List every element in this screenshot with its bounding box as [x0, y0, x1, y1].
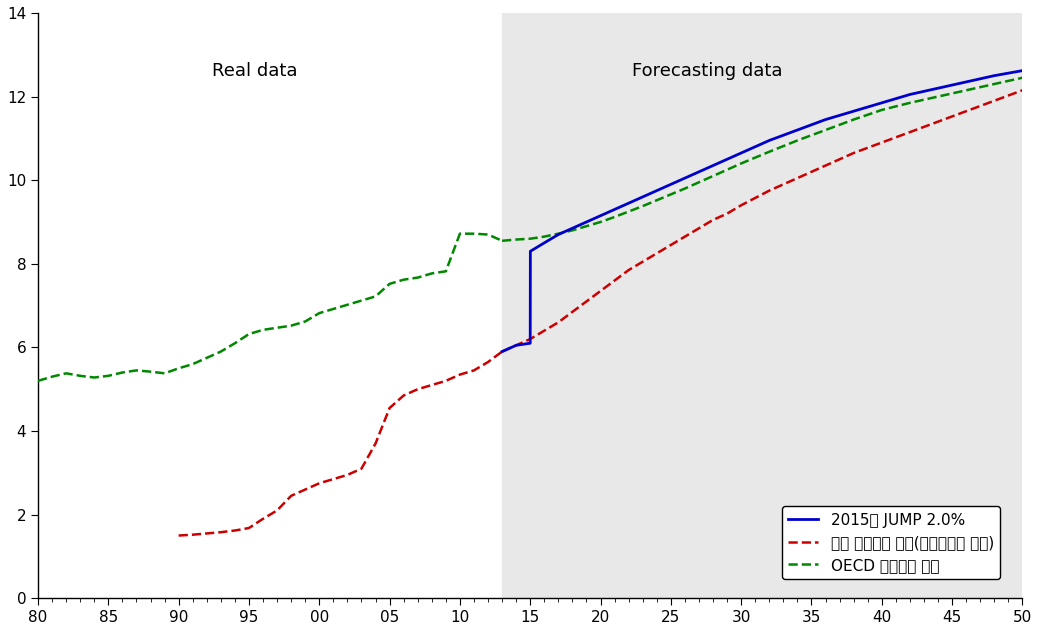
Legend: 2015년 JUMP 2.0%, 한국 사회지출 현물(현재추세로 예측), OECD 사회지출 현물: 2015년 JUMP 2.0%, 한국 사회지출 현물(현재추세로 예측), O… — [781, 506, 1000, 579]
Text: Forecasting data: Forecasting data — [632, 63, 782, 80]
Bar — [502, 13, 1022, 599]
Text: Real data: Real data — [212, 63, 297, 80]
